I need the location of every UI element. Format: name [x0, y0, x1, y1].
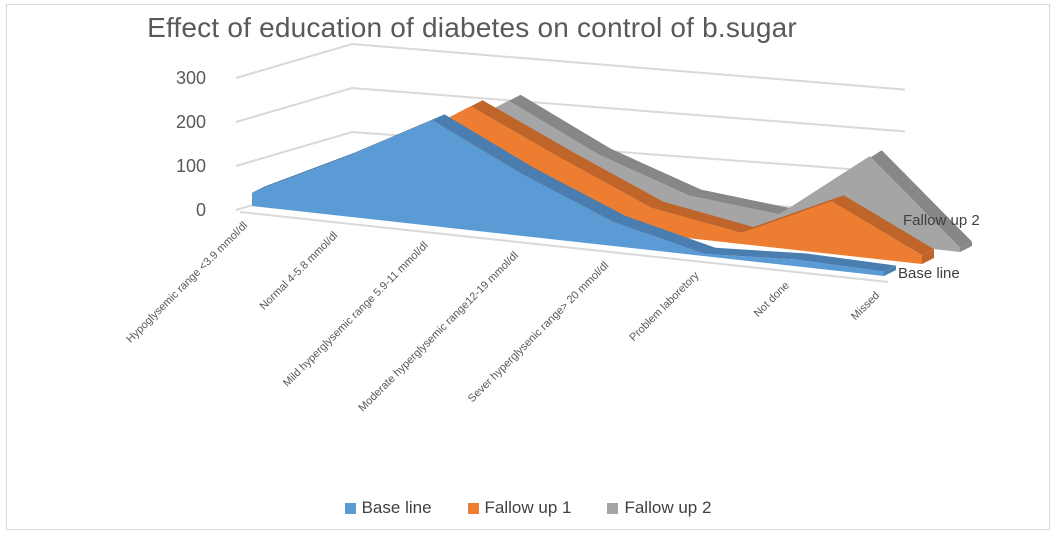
- x-tick-label: Missed: [849, 290, 882, 323]
- gridline: [235, 86, 906, 133]
- legend-swatch: [607, 502, 619, 514]
- gridlines: 0 100 200 300: [176, 42, 906, 283]
- x-tick-label: Problem laboretory: [627, 269, 702, 344]
- y-tick-label: 200: [176, 112, 206, 132]
- x-tick-label: Not done: [752, 280, 792, 320]
- legend-item-base-line[interactable]: Base line: [344, 498, 432, 518]
- series-label-fallow-up-2: Fallow up 2: [903, 212, 980, 229]
- legend-label: Fallow up 1: [484, 498, 572, 517]
- area-front-face: [252, 120, 884, 277]
- gridline: [235, 42, 906, 91]
- chart-legend: Base line Fallow up 1 Fallow up 2: [0, 498, 1056, 518]
- area-end-cap: [884, 265, 896, 276]
- area-top-face: [328, 94, 972, 248]
- floor-line: [239, 211, 889, 283]
- legend-item-fallow-up-1[interactable]: Fallow up 1: [467, 498, 572, 518]
- chart-title: Effect of education of diabetes on contr…: [147, 12, 797, 43]
- gridline: [235, 130, 906, 175]
- legend-label: Base line: [361, 498, 432, 517]
- series-label-base-line: Base line: [898, 265, 960, 282]
- x-tick-label: Hypoglysemic range <3.9 mmol/dl: [124, 220, 250, 346]
- legend-swatch: [344, 502, 356, 514]
- legend-item-fallow-up-2[interactable]: Fallow up 2: [607, 498, 711, 518]
- area-top-face: [252, 114, 896, 272]
- y-tick-label: 100: [176, 156, 206, 176]
- area-end-cap: [922, 249, 934, 264]
- legend-swatch: [467, 502, 479, 514]
- area-end-cap: [960, 241, 972, 252]
- x-tick-label: Moderate hyperglysemic range12-19 mmol/d…: [356, 250, 521, 415]
- legend-label: Fallow up 2: [624, 498, 712, 517]
- area-top-face: [290, 100, 934, 256]
- series-base-line: [252, 114, 896, 277]
- y-tick-label: 0: [196, 200, 206, 220]
- y-tick-label: 300: [176, 68, 206, 88]
- x-tick-label: Normal 4-5.8 mmol/dl: [258, 230, 341, 313]
